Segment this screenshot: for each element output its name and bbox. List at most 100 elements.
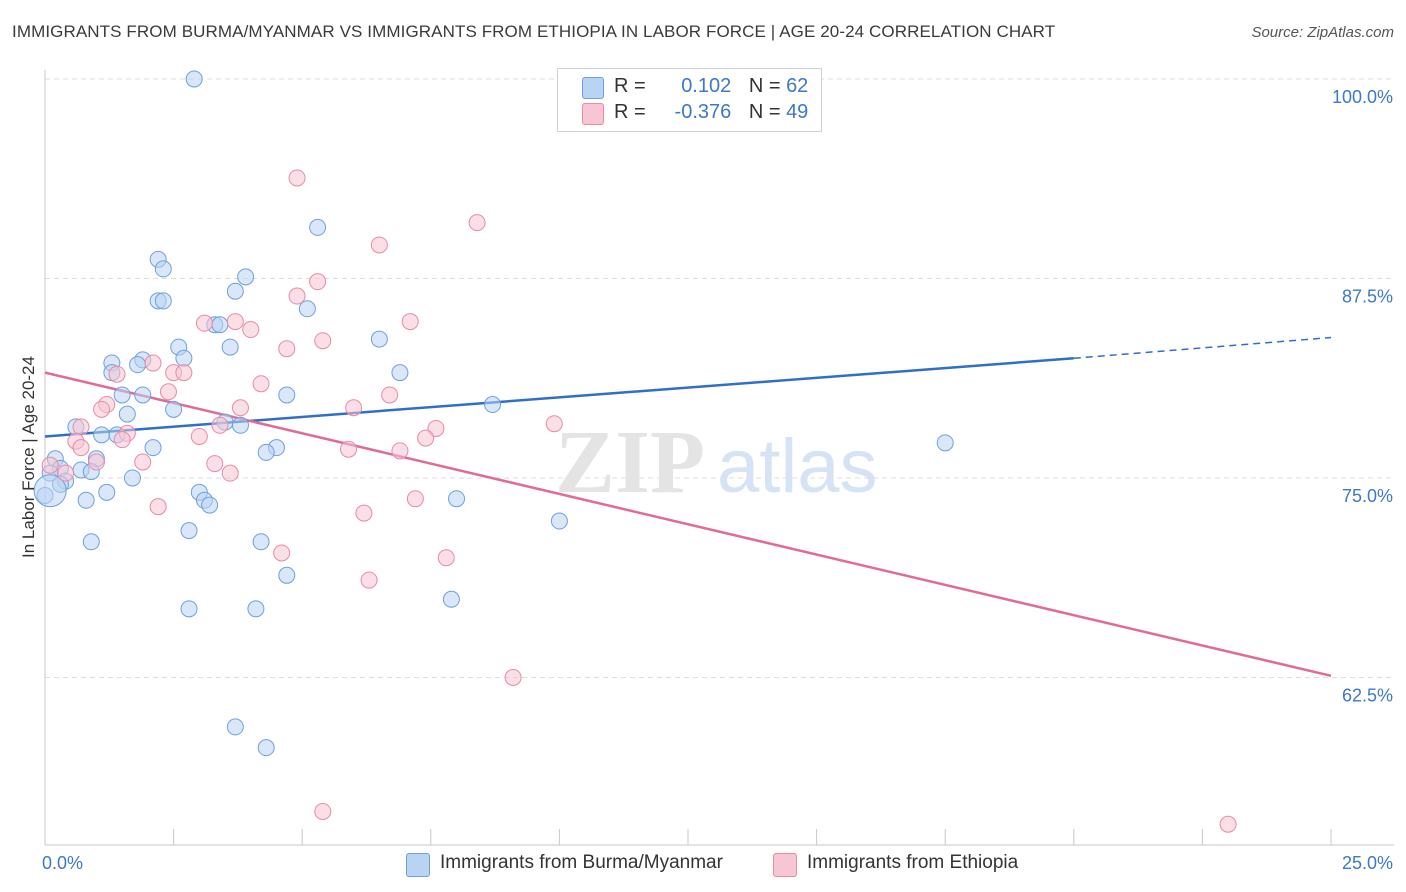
y-tick-label: 100.0% [1332, 87, 1393, 107]
data-point-ethiopia [309, 273, 327, 291]
data-point-burma [33, 474, 67, 508]
data-point-burma [175, 349, 193, 367]
data-point-burma [550, 512, 568, 530]
legend-swatch-burma [406, 853, 430, 877]
data-point-burma [484, 396, 502, 414]
blue-r-label: R = [614, 75, 646, 97]
data-point-ethiopia [468, 214, 486, 232]
legend-label-burma: Immigrants from Burma/Myanmar [440, 852, 723, 873]
data-point-ethiopia [211, 416, 229, 434]
trend-line-ethiopia [44, 371, 1332, 678]
blue-swatch [582, 77, 604, 99]
data-point-burma [93, 426, 111, 444]
series-burma-points [33, 70, 954, 757]
data-point-burma [257, 443, 275, 461]
data-point-ethiopia [360, 571, 378, 589]
data-point-burma [154, 260, 172, 278]
data-point-ethiopia [288, 169, 306, 187]
data-point-burma [257, 739, 275, 757]
trend-line-burma-extension [1073, 336, 1332, 360]
series-ethiopia-points [41, 169, 1237, 833]
watermark-zip: ZIP [555, 413, 705, 512]
y-tick-label: 75.0% [1342, 486, 1393, 506]
data-point-ethiopia [134, 453, 152, 471]
y-tick-label: 62.5% [1342, 685, 1393, 705]
data-point-burma [144, 439, 162, 457]
x-tick-label: 0.0% [42, 853, 83, 873]
data-point-ethiopia [545, 415, 563, 433]
data-point-ethiopia [391, 442, 409, 460]
data-point-ethiopia [72, 439, 90, 457]
data-point-ethiopia [314, 802, 332, 820]
legend-label-ethiopia: Immigrants from Ethiopia [807, 852, 1019, 873]
data-point-ethiopia [504, 668, 522, 686]
data-point-burma [252, 533, 270, 551]
data-point-burma [247, 600, 265, 618]
data-point-ethiopia [314, 332, 332, 350]
x-tick-label: 25.0% [1342, 853, 1393, 873]
data-point-ethiopia [226, 313, 244, 331]
data-point-burma [278, 386, 296, 404]
data-point-burma [180, 522, 198, 540]
blue-n-label: N = [748, 75, 781, 97]
data-point-burma [309, 218, 327, 236]
pink-stats: R = -0.376 N = 49 [614, 101, 808, 124]
data-point-burma [448, 490, 466, 508]
data-point-burma [211, 316, 229, 334]
data-point-burma [237, 268, 255, 286]
axes [44, 70, 1394, 846]
watermark: ZIP atlas [555, 413, 878, 512]
data-point-ethiopia [195, 314, 213, 332]
data-point-burma [165, 400, 183, 418]
chart-source: Source: ZipAtlas.com [1251, 24, 1394, 41]
data-point-ethiopia [190, 427, 208, 445]
data-point-ethiopia [355, 504, 373, 522]
pink-n-value: 49 [786, 101, 809, 123]
data-point-ethiopia [252, 375, 270, 393]
data-point-burma [201, 496, 219, 514]
data-point-ethiopia [401, 313, 419, 331]
data-point-burma [370, 330, 388, 348]
data-point-burma [231, 416, 249, 434]
data-point-burma [226, 718, 244, 736]
tick-labels: 100.0% 87.5% 75.0% 62.5% 0.0% 25.0% In Labor F… [19, 87, 1393, 873]
data-point-burma [391, 364, 409, 382]
pink-r-label: R = [614, 101, 646, 123]
watermark-atlas: atlas [717, 424, 878, 509]
y-tick-label: 87.5% [1342, 286, 1393, 306]
data-point-ethiopia [206, 455, 224, 473]
data-point-ethiopia [370, 236, 388, 254]
data-point-ethiopia [41, 456, 59, 474]
data-point-ethiopia [93, 400, 111, 418]
data-point-burma [134, 386, 152, 404]
data-point-burma [154, 292, 172, 310]
data-point-ethiopia [1219, 815, 1237, 833]
data-point-ethiopia [108, 365, 126, 383]
data-point-burma [77, 491, 95, 509]
data-point-burma [82, 533, 100, 551]
data-point-ethiopia [57, 464, 75, 482]
data-point-ethiopia [72, 418, 90, 436]
data-point-ethiopia [159, 383, 177, 401]
data-point-ethiopia [221, 464, 239, 482]
data-point-burma [298, 300, 316, 318]
data-point-ethiopia [417, 429, 435, 447]
y-axis-title: In Labor Force | Age 20-24 [19, 356, 38, 558]
data-point-burma [98, 483, 116, 501]
data-point-burma [278, 566, 296, 584]
data-point-ethiopia [273, 544, 291, 562]
data-point-ethiopia [406, 490, 424, 508]
data-point-ethiopia [231, 399, 249, 417]
data-point-ethiopia [87, 453, 105, 471]
data-point-burma [442, 590, 460, 608]
data-point-burma [113, 386, 131, 404]
pink-swatch [582, 103, 604, 125]
data-point-ethiopia [339, 440, 357, 458]
pink-n-label: N = [748, 101, 781, 123]
data-point-burma [936, 434, 954, 452]
data-point-burma [123, 469, 141, 487]
data-point-burma [180, 600, 198, 618]
blue-r-value: 0.102 [681, 75, 732, 97]
blue-stats: R = 0.102 N = 62 [614, 75, 808, 98]
